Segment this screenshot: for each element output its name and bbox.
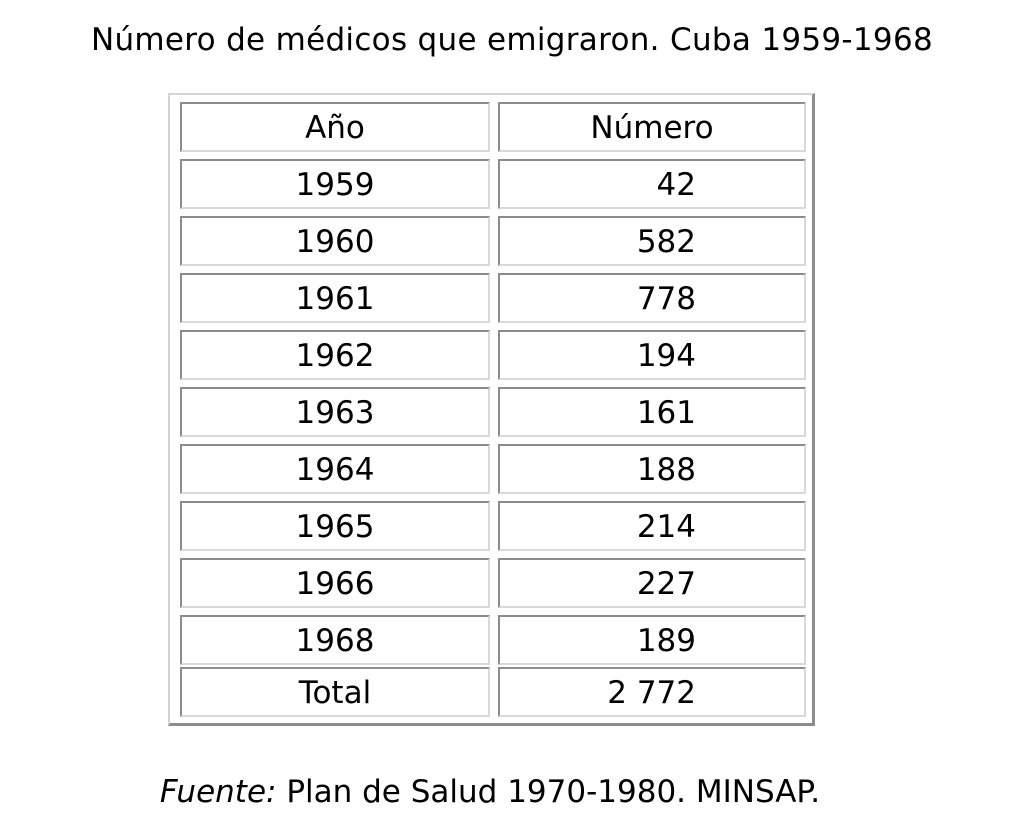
table-title: Número de médicos que emigraron. Cuba 19… — [90, 22, 933, 58]
table-row-year: 1960 — [180, 216, 490, 266]
table-row-number: 214 — [498, 501, 806, 551]
source-label: Fuente: — [159, 774, 277, 810]
table-row-year: 1959 — [180, 159, 490, 209]
table-row-year: 1966 — [180, 558, 490, 608]
header-year: Año — [180, 102, 490, 152]
total-value: 2 772 — [498, 667, 806, 717]
header-number: Número — [498, 102, 806, 152]
data-table: Año Número 1959 42 1960 582 1961 778 196… — [168, 93, 815, 726]
table-row-number: 194 — [498, 330, 806, 380]
table-row-number: 188 — [498, 444, 806, 494]
table-row-number: 161 — [498, 387, 806, 437]
table-row-year: 1963 — [180, 387, 490, 437]
table-row-year: 1962 — [180, 330, 490, 380]
source-note: Fuente: Plan de Salud 1970-1980. MINSAP. — [0, 774, 980, 810]
table-row-year: 1961 — [180, 273, 490, 323]
table-row-number: 582 — [498, 216, 806, 266]
table-row-year: 1968 — [180, 615, 490, 665]
total-label: Total — [180, 667, 490, 717]
table-row-number: 227 — [498, 558, 806, 608]
table-row-number: 189 — [498, 615, 806, 665]
source-text: Plan de Salud 1970-1980. MINSAP. — [286, 774, 821, 810]
table-row-number: 42 — [498, 159, 806, 209]
table-row-number: 778 — [498, 273, 806, 323]
table-row-year: 1964 — [180, 444, 490, 494]
table-row-year: 1965 — [180, 501, 490, 551]
